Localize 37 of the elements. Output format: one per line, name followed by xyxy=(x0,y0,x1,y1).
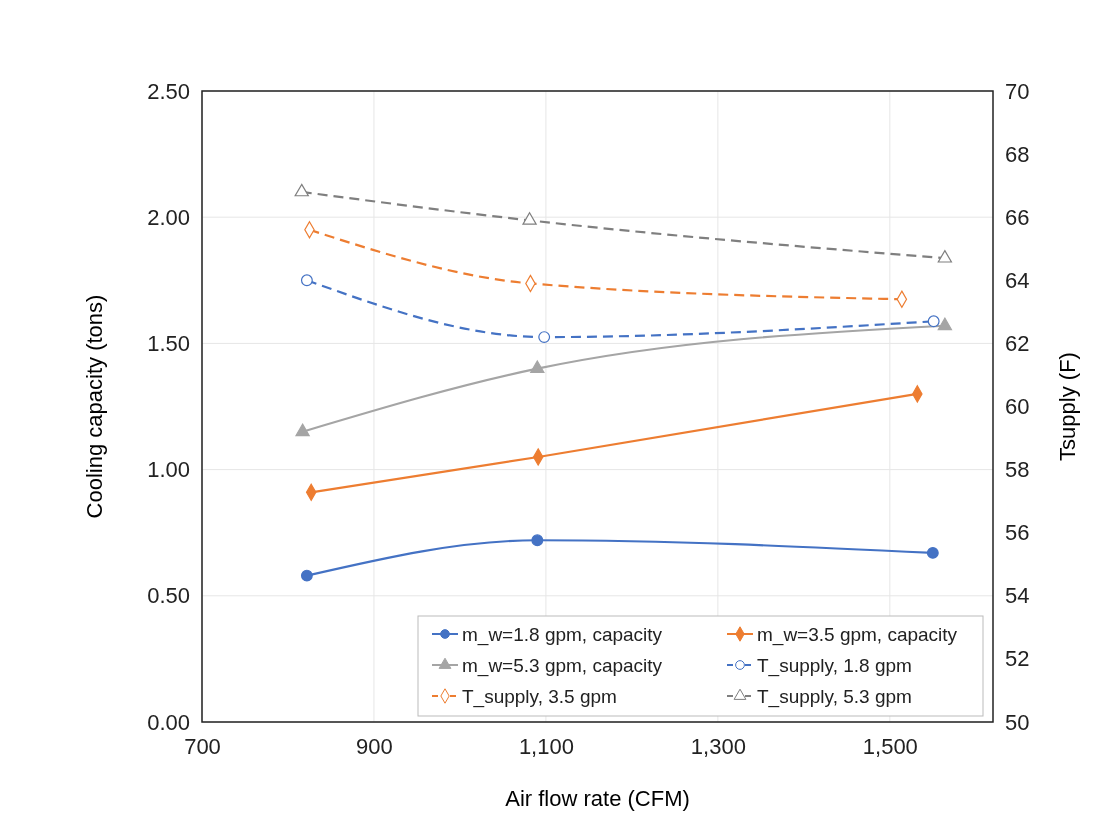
y2-tick-label: 56 xyxy=(1005,520,1030,546)
y2-tick-label: 52 xyxy=(1005,646,1030,672)
y2-tick-label: 60 xyxy=(1005,394,1030,420)
y2-tick-label: 64 xyxy=(1005,267,1030,293)
y2-axis-title: Tsupply (F) xyxy=(1055,352,1080,461)
legend-label: T_supply, 1.8 gpm xyxy=(757,654,912,677)
y2-tick-label: 54 xyxy=(1005,583,1030,609)
point xyxy=(937,317,953,331)
y2-tick-label: 66 xyxy=(1005,204,1030,230)
point xyxy=(531,534,544,547)
x-tick-label: 1,100 xyxy=(518,733,574,759)
point xyxy=(300,569,313,582)
y-tick-label: 0.50 xyxy=(147,583,190,609)
y-tick-label: 0.00 xyxy=(147,709,190,735)
point xyxy=(926,546,939,559)
legend-label: T_supply, 3.5 gpm xyxy=(462,685,617,708)
y-tick-label: 1.00 xyxy=(147,457,190,483)
point xyxy=(295,423,310,437)
y2-tick-label: 68 xyxy=(1005,141,1030,167)
x-tick-label: 900 xyxy=(356,733,393,759)
legend-label: m_w=3.5 gpm, capacity xyxy=(757,623,958,646)
y2-tick-label: 62 xyxy=(1005,330,1030,356)
point xyxy=(530,360,545,374)
x-tick-label: 700 xyxy=(184,733,221,759)
y-axis-title: Cooling capacity (tons) xyxy=(82,294,107,519)
y2-tick-label: 70 xyxy=(1005,78,1030,104)
y2-tick-label: 50 xyxy=(1005,709,1030,735)
x-tick-label: 1,300 xyxy=(690,733,746,759)
y-tick-label: 2.00 xyxy=(147,204,190,230)
legend-label: m_w=5.3 gpm, capacity xyxy=(462,654,663,677)
y2-tick-label: 58 xyxy=(1005,457,1030,483)
legend-label: T_supply, 5.3 gpm xyxy=(757,685,912,708)
y-tick-label: 1.50 xyxy=(147,330,190,356)
x-axis-title: Air flow rate (CFM) xyxy=(505,786,690,811)
y-tick-label: 2.50 xyxy=(147,78,190,104)
legend-label: m_w=1.8 gpm, capacity xyxy=(462,623,663,646)
x-tick-label: 1,500 xyxy=(862,733,918,759)
